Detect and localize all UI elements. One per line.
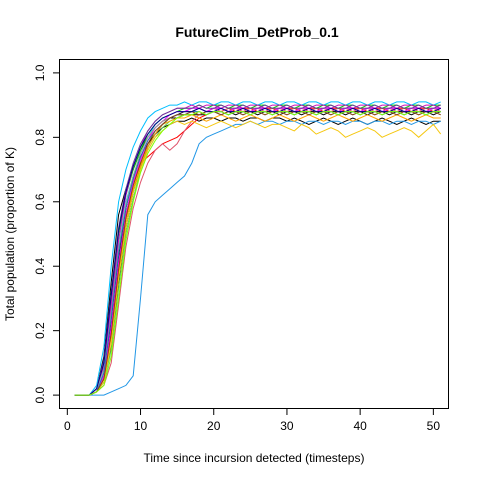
y-tick-label: 1.0	[33, 64, 47, 81]
x-axis-label: Time since incursion detected (timesteps…	[144, 451, 365, 465]
y-axis-label: Total population (proportion of K)	[3, 147, 17, 321]
chart-title: FutureClim_DetProb_0.1	[175, 24, 339, 40]
y-axis: 0.0 0.2 0.4 0.6 0.8 1.0	[33, 64, 60, 403]
x-tick-label: 50	[427, 419, 441, 433]
series-line-13	[74, 120, 442, 396]
x-tick-label: 30	[280, 419, 294, 433]
series-line-10	[74, 107, 441, 396]
series-line-18	[74, 111, 441, 396]
series-line-5	[74, 107, 441, 396]
x-tick-label: 10	[134, 419, 148, 433]
series-line-1	[74, 111, 441, 396]
series-line-8	[74, 120, 441, 396]
x-tick-label: 40	[353, 419, 367, 433]
series-line-19	[74, 107, 441, 396]
y-tick-label: 0.4	[33, 258, 47, 275]
x-axis: 0 10 20 30 40 50	[64, 408, 441, 433]
y-tick-label: 0.0	[33, 386, 47, 403]
series-line-14	[74, 114, 441, 396]
series-line-4	[74, 107, 441, 396]
series-line-16	[74, 104, 441, 396]
y-tick-label: 0.2	[33, 322, 47, 339]
x-tick-label: 20	[207, 419, 221, 433]
series-line-17	[74, 111, 441, 396]
x-tick-label: 0	[64, 419, 71, 433]
y-tick-label: 0.8	[33, 129, 47, 146]
series-layer	[74, 101, 442, 396]
series-line-12	[74, 107, 441, 396]
series-line-20	[74, 111, 441, 396]
series-line-7	[74, 104, 441, 396]
y-tick-label: 0.6	[33, 193, 47, 210]
series-line-6	[74, 111, 441, 396]
series-line-3	[74, 107, 441, 396]
series-line-15	[74, 111, 441, 396]
series-line-11	[74, 104, 441, 396]
series-line-9	[74, 101, 441, 396]
